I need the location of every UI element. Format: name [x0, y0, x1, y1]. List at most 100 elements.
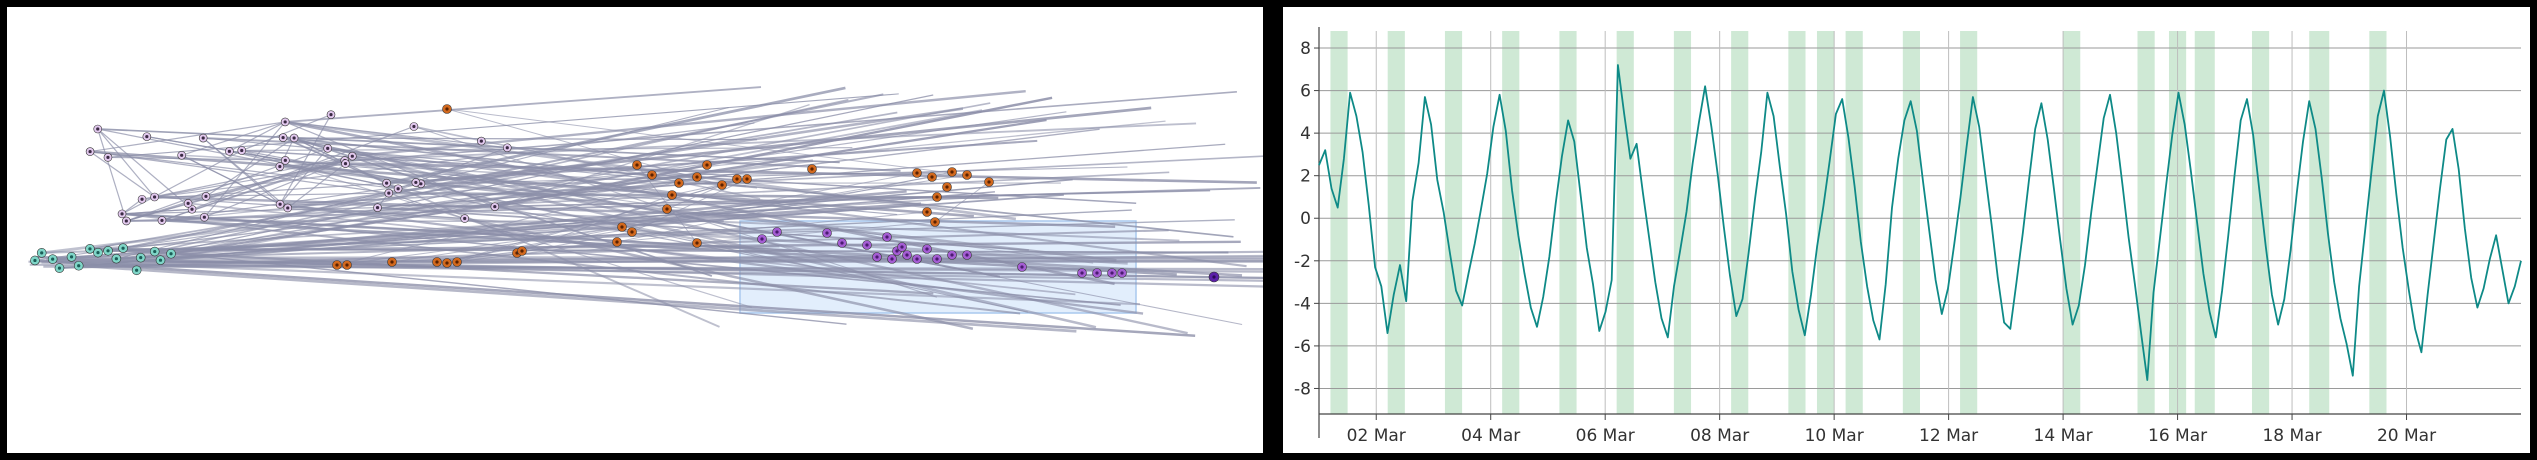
graph-node-core: [114, 257, 118, 261]
graph-node-core: [895, 249, 899, 253]
graph-node-core: [124, 219, 128, 223]
highlight-band: [1960, 31, 1978, 414]
graph-node-core: [278, 202, 282, 206]
graph-node-core: [665, 207, 669, 211]
edge: [494, 104, 810, 208]
edge: [436, 250, 523, 263]
y-tick-label: 2: [1300, 167, 1311, 187]
graph-node-core: [335, 263, 339, 267]
graph-node-core: [925, 247, 929, 251]
highlight-band: [1673, 31, 1692, 414]
line-chart: -8 -6 -4 -2 0 2 4 6 8 02 Mar 04 Mar 06 Mar 08 Mar 10…: [1294, 27, 2522, 446]
highlight-band: [1616, 31, 1634, 414]
graph-node-core: [745, 177, 749, 181]
y-tick-label: -6: [1294, 337, 1311, 357]
edge: [241, 114, 332, 152]
graph-node-core: [455, 260, 459, 264]
x-tick-label: 14 Mar: [2034, 426, 2093, 446]
graph-node-core: [345, 263, 349, 267]
y-tick-label: -8: [1294, 379, 1311, 399]
graph-node-core: [930, 175, 934, 179]
graph-node-core: [695, 241, 699, 245]
graph-node-core: [705, 163, 709, 167]
graph-node-core: [240, 148, 244, 153]
graph-node-core: [935, 195, 939, 199]
edge: [154, 195, 1116, 228]
highlight-band: [1731, 31, 1749, 414]
graph-node-core: [630, 230, 634, 234]
graph-node-core: [935, 257, 939, 261]
graph-node-core: [620, 225, 624, 229]
graph-node-core: [885, 235, 889, 239]
x-tick-label: 20 Mar: [2377, 426, 2436, 446]
edge: [43, 265, 1263, 271]
graph-node-core: [1020, 265, 1024, 269]
edge: [446, 108, 968, 176]
highlight-bands: [1330, 31, 2387, 414]
x-axis-ticks: 02 Mar 04 Mar 06 Mar 08 Mar 10 Mar 12 Mar 14 M…: [1347, 414, 2436, 446]
graph-node-core: [106, 249, 110, 253]
graph-node-core: [414, 180, 418, 185]
edge: [202, 137, 281, 205]
x-tick-label: 16 Mar: [2148, 426, 2207, 446]
graph-node-core: [88, 247, 92, 251]
highlight-band: [2063, 31, 2081, 414]
graph-node-core: [825, 231, 829, 235]
edge: [285, 86, 762, 123]
graph-node-core: [385, 181, 389, 185]
edge: [89, 151, 155, 198]
edge: [386, 86, 846, 185]
x-tick-label: 10 Mar: [1805, 426, 1864, 446]
node-layer[interactable]: [30, 104, 1220, 283]
edge: [386, 181, 416, 184]
edge: [34, 259, 1196, 337]
edge: [126, 186, 1261, 222]
graph-node-core: [445, 107, 449, 111]
graph-node-core: [343, 161, 348, 166]
graph-node-core: [33, 258, 37, 263]
edge: [284, 121, 496, 208]
highlight-band: [1845, 31, 1863, 414]
y-tick-label: -4: [1294, 294, 1311, 314]
edge: [413, 125, 761, 200]
edge: [285, 159, 898, 216]
network-graph[interactable]: [7, 7, 1263, 453]
graph-node-core: [445, 261, 449, 265]
edge: [205, 137, 295, 197]
graph-node-core: [1095, 271, 1099, 275]
edge: [386, 139, 1038, 185]
graph-node-core: [202, 215, 206, 219]
y-tick-label: 6: [1300, 82, 1311, 102]
graph-node-core: [180, 153, 184, 157]
edge: [204, 159, 345, 218]
graph-node-core: [153, 249, 157, 254]
graph-node-core: [735, 177, 739, 181]
graph-node-core: [77, 264, 81, 268]
edge: [97, 128, 840, 164]
y-tick-label: 8: [1300, 39, 1311, 59]
x-tick-label: 06 Mar: [1576, 426, 1635, 446]
edge: [336, 176, 698, 266]
edge: [415, 106, 1152, 184]
graph-node-core: [925, 210, 929, 214]
highlight-band: [1816, 31, 1835, 414]
graph-node-core: [479, 139, 483, 143]
y-tick-label: 0: [1300, 209, 1311, 229]
edge: [116, 229, 1169, 260]
edge: [293, 137, 346, 165]
edge: [78, 264, 1077, 333]
graph-node-core: [283, 120, 287, 124]
edge: [141, 155, 353, 200]
edge: [494, 96, 1053, 208]
graph-node-core: [635, 163, 639, 167]
graph-node-core: [96, 251, 100, 255]
graph-node-core: [40, 251, 44, 255]
highlight-band: [1387, 31, 1405, 414]
graph-node-core: [350, 154, 354, 158]
edge: [191, 125, 415, 210]
graph-node-core: [890, 257, 894, 261]
y-tick-label: 4: [1300, 124, 1311, 144]
graph-node-core: [905, 253, 909, 257]
graph-node-core: [520, 249, 524, 253]
graph-node-core: [965, 253, 969, 257]
